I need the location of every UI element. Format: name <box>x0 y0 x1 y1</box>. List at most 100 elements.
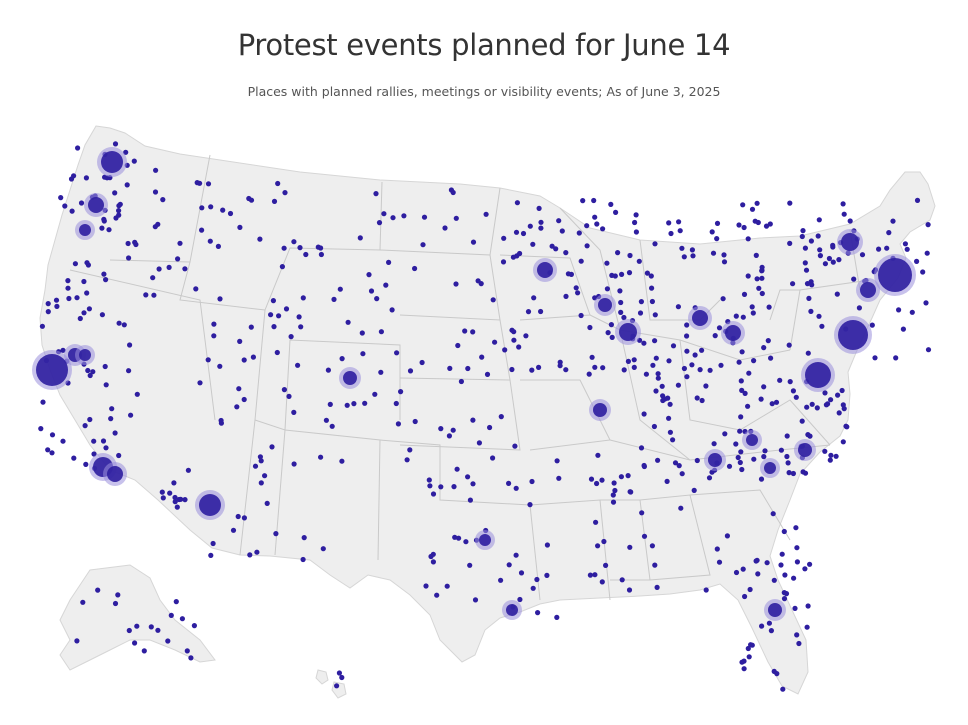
event-dot <box>430 491 437 497</box>
event-dots <box>32 141 932 692</box>
event-dot <box>594 221 600 227</box>
event-dot <box>236 386 242 392</box>
event-dot <box>767 221 773 227</box>
event-dot <box>257 454 263 460</box>
event-dot <box>741 666 747 672</box>
event-dot <box>444 583 450 589</box>
event-dot <box>511 329 517 335</box>
event-dot <box>718 362 724 368</box>
event-dot <box>271 198 278 204</box>
event-dot <box>152 224 158 230</box>
event-dot <box>799 233 805 240</box>
event-dot <box>423 583 429 589</box>
event-dot <box>754 200 760 206</box>
event-dot <box>692 352 698 358</box>
event-dot <box>337 286 343 292</box>
event-dot <box>902 241 909 247</box>
event-dot <box>742 593 748 600</box>
event-dot <box>60 347 66 353</box>
event-dot <box>516 344 522 350</box>
event-dot <box>751 358 757 364</box>
event-dot <box>268 312 274 318</box>
event-dot <box>591 197 597 204</box>
event-dot <box>790 388 797 394</box>
event-dot <box>794 545 800 551</box>
event-dot <box>784 453 790 460</box>
event-dot <box>641 463 648 470</box>
event-dot <box>211 321 217 327</box>
event-dot <box>675 304 682 310</box>
event-cluster-dot <box>537 262 553 278</box>
event-dot <box>771 577 777 583</box>
event-dot <box>452 534 458 540</box>
event-dot <box>91 451 97 457</box>
event-dot <box>714 546 720 552</box>
event-dot <box>502 347 508 353</box>
event-dot <box>618 309 624 315</box>
state-border <box>69 269 216 421</box>
event-dot <box>782 572 788 578</box>
event-dot <box>453 215 459 221</box>
event-dot <box>802 566 808 572</box>
event-dot <box>592 572 598 578</box>
event-dot <box>584 223 590 229</box>
event-dot <box>470 239 477 245</box>
event-dot <box>534 576 540 583</box>
event-dot <box>840 439 846 445</box>
event-dot <box>490 455 496 461</box>
event-dot <box>288 334 294 340</box>
event-dot <box>498 577 504 583</box>
event-dot <box>197 380 203 386</box>
event-dot <box>592 214 598 220</box>
event-dot <box>652 562 658 568</box>
event-dot <box>816 217 822 223</box>
event-dot <box>252 463 259 469</box>
event-dot <box>839 387 845 394</box>
event-cluster-dot <box>860 282 876 298</box>
event-dot <box>733 313 739 319</box>
event-dot <box>134 623 140 629</box>
event-dot <box>790 281 796 287</box>
event-dot <box>740 314 746 320</box>
event-dot <box>549 243 555 249</box>
event-dot <box>53 297 60 303</box>
event-dot <box>822 390 828 396</box>
event-dot <box>649 285 655 291</box>
event-dot <box>736 222 742 228</box>
event-dot <box>490 297 496 303</box>
event-dot <box>768 628 775 634</box>
event-dot <box>660 397 666 404</box>
event-dot <box>670 343 677 349</box>
event-dot <box>520 230 527 237</box>
event-dot <box>611 480 617 486</box>
event-dot <box>625 358 632 364</box>
event-dot <box>179 616 185 622</box>
event-dot <box>828 397 834 403</box>
event-dot <box>544 542 551 548</box>
event-dot <box>722 431 728 437</box>
event-dot <box>470 329 476 335</box>
event-dot <box>143 292 149 298</box>
event-dot <box>836 410 842 416</box>
event-dot <box>87 416 93 423</box>
event-dot <box>296 314 302 320</box>
event-dot <box>465 474 471 480</box>
event-dot <box>794 632 800 638</box>
event-dot <box>470 417 476 423</box>
event-dot <box>160 495 166 501</box>
event-dot <box>102 363 108 370</box>
event-dot <box>90 369 96 375</box>
event-dot <box>126 368 132 374</box>
event-dot <box>769 401 775 407</box>
us-map <box>32 125 936 699</box>
event-dot <box>271 324 277 330</box>
event-dot <box>303 251 309 258</box>
event-dot <box>80 599 86 605</box>
event-dot <box>684 333 690 339</box>
event-dot <box>737 459 743 466</box>
event-dot <box>587 324 593 331</box>
event-cluster-dot <box>79 224 91 236</box>
event-dot <box>766 620 773 626</box>
event-dot <box>703 383 709 389</box>
event-dot <box>78 200 85 206</box>
